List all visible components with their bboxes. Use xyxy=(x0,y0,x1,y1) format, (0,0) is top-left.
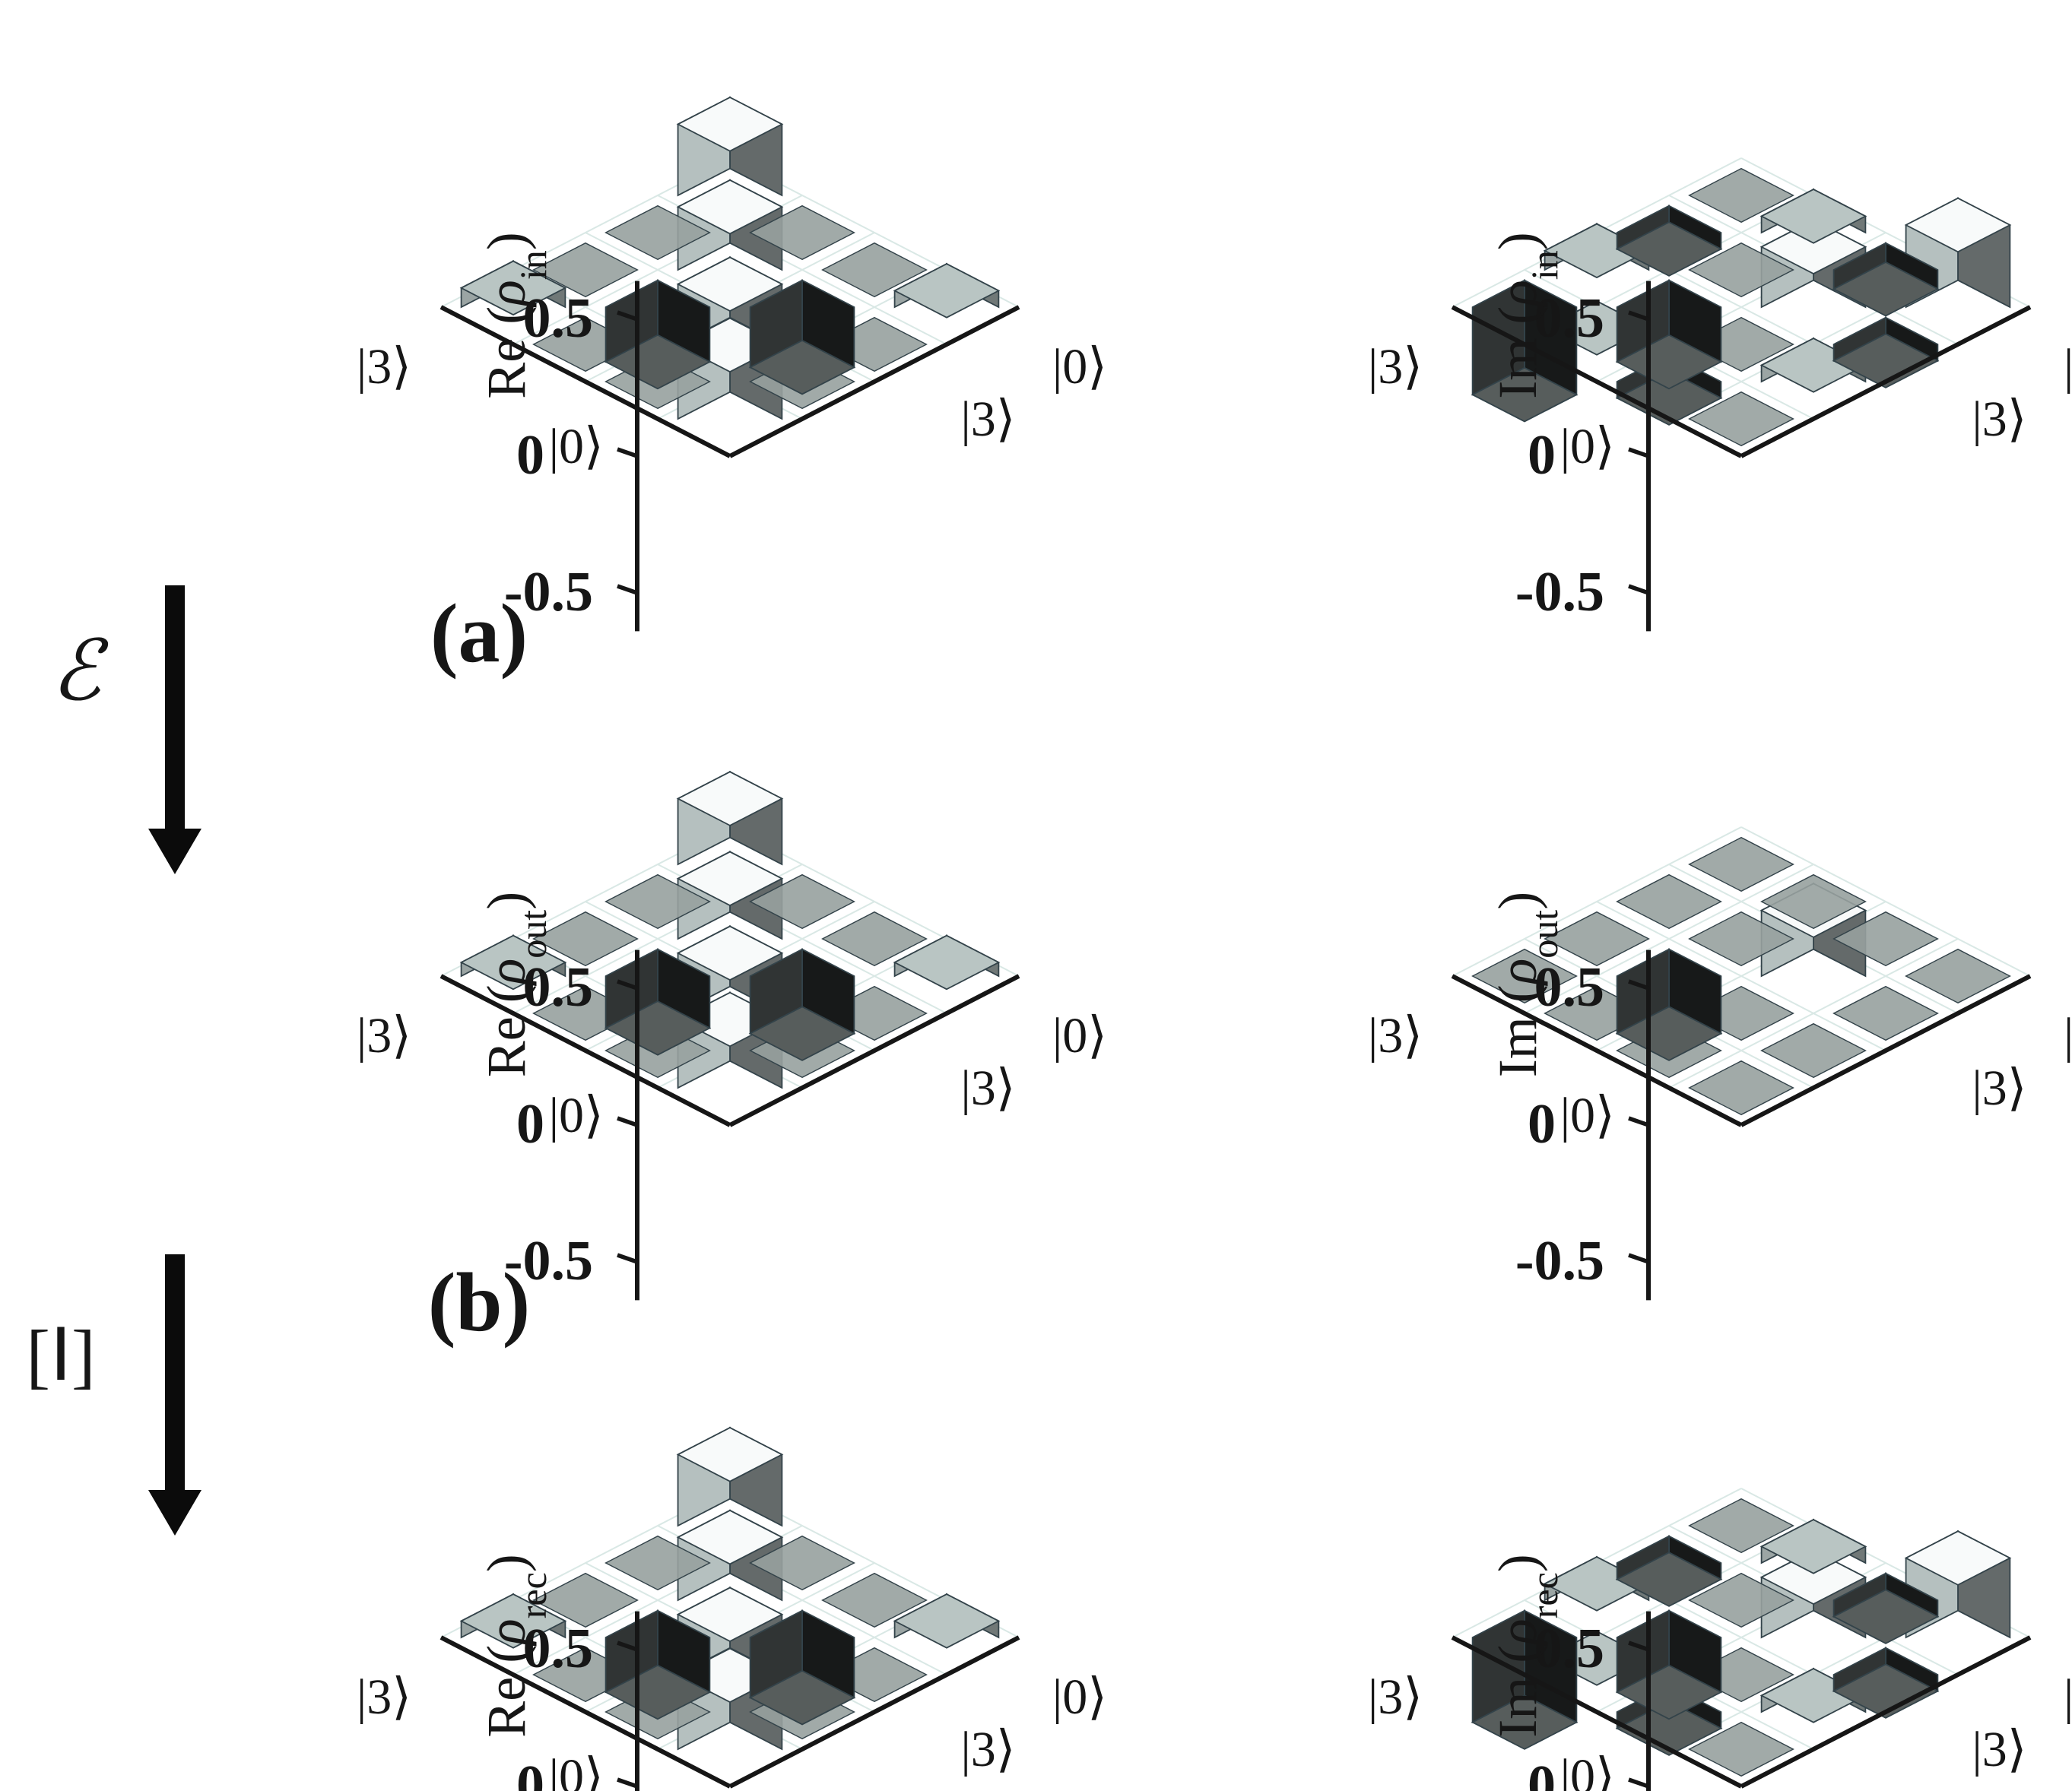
svg-text:|0⟩: |0⟩ xyxy=(1560,1088,1615,1143)
svg-text:0: 0 xyxy=(516,1755,544,1791)
svg-text:[Ⅰ]: [Ⅰ] xyxy=(26,1315,95,1396)
svg-text:|0⟩: |0⟩ xyxy=(1052,339,1107,395)
svg-text:|0⟩: |0⟩ xyxy=(549,1749,604,1791)
svg-text:0: 0 xyxy=(1528,1755,1556,1791)
svg-text:0: 0 xyxy=(1528,424,1556,487)
svg-text:-0.5: -0.5 xyxy=(1515,561,1604,623)
svg-text:|0⟩: |0⟩ xyxy=(1052,1669,1107,1725)
svg-text:(a): (a) xyxy=(430,587,528,680)
svg-text:(b): (b) xyxy=(428,1256,530,1349)
svg-text:0: 0 xyxy=(516,1093,544,1155)
svg-text:|3⟩: |3⟩ xyxy=(357,1008,411,1064)
svg-text:|0⟩: |0⟩ xyxy=(1052,1008,1107,1064)
svg-text:|3⟩: |3⟩ xyxy=(961,1722,1016,1777)
svg-text:|3⟩: |3⟩ xyxy=(1972,391,2027,447)
svg-text:|3⟩: |3⟩ xyxy=(357,339,411,395)
svg-text:|0⟩: |0⟩ xyxy=(2064,339,2072,395)
svg-text:|0⟩: |0⟩ xyxy=(549,1088,604,1143)
svg-text:|3⟩: |3⟩ xyxy=(1972,1722,2027,1777)
svg-text:|3⟩: |3⟩ xyxy=(357,1669,411,1725)
svg-text:|0⟩: |0⟩ xyxy=(1560,419,1615,474)
svg-text:0: 0 xyxy=(1528,1093,1556,1155)
svg-text:|0⟩: |0⟩ xyxy=(2064,1008,2072,1064)
svg-text:ℰ: ℰ xyxy=(51,625,109,718)
svg-text:|3⟩: |3⟩ xyxy=(1368,1669,1423,1725)
svg-text:|3⟩: |3⟩ xyxy=(1368,339,1423,395)
svg-text:|3⟩: |3⟩ xyxy=(1972,1060,2027,1116)
svg-text:-0.5: -0.5 xyxy=(1515,1230,1604,1292)
svg-text:|3⟩: |3⟩ xyxy=(961,391,1016,447)
svg-text:|0⟩: |0⟩ xyxy=(2064,1669,2072,1725)
svg-text:0: 0 xyxy=(516,424,544,487)
svg-text:|3⟩: |3⟩ xyxy=(961,1060,1016,1116)
svg-text:|0⟩: |0⟩ xyxy=(549,419,604,474)
svg-text:|3⟩: |3⟩ xyxy=(1368,1008,1423,1064)
svg-text:|0⟩: |0⟩ xyxy=(1560,1749,1615,1791)
